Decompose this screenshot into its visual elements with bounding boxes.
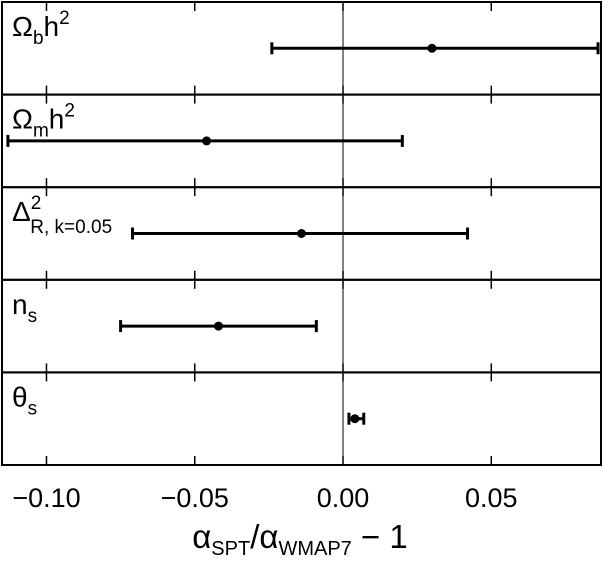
x-axis: −0.10 −0.05 0.00 0.05 (12, 483, 517, 513)
panel-label-main: Ω (12, 104, 33, 135)
data-point (350, 414, 360, 424)
panel-label-main: Ω (12, 11, 33, 42)
panel-label-sub: R, k=0.05 (30, 217, 112, 238)
panel-3: ns (1, 278, 602, 374)
data-point (427, 43, 437, 53)
panel-label: ns (12, 289, 37, 327)
x-axis-title-alpha1: α (192, 518, 211, 555)
x-tick-label: 0.00 (317, 483, 370, 513)
panel-label-tail: h (44, 11, 60, 42)
panel-label-tail: h (49, 104, 65, 135)
panel-2: Δ2 R, k=0.05 (1, 186, 602, 281)
panel-label-main: Δ (12, 196, 31, 227)
panel-label-main: n (12, 289, 28, 320)
x-axis-title-sub2: WMAP7 (278, 538, 351, 560)
x-axis-title-slash: /α (250, 518, 278, 555)
x-axis-title-sub1: SPT (211, 538, 250, 560)
x-axis-title: αSPT/αWMAP7 − 1 (192, 518, 408, 560)
panel-label-sub: s (28, 306, 38, 327)
panel-1: Ωmh2 (1, 93, 602, 189)
x-axis-title-tail: − 1 (352, 518, 408, 555)
panel-4: θs (1, 371, 602, 466)
panel-label-sup: 2 (59, 8, 70, 29)
panel-label: Ωbh2 (12, 8, 70, 49)
data-point (297, 229, 306, 238)
panel-label-sup: 2 (31, 193, 42, 214)
x-tick-label: −0.10 (12, 483, 80, 513)
x-tick-label: 0.05 (465, 483, 518, 513)
panel-label: Δ2 R, k=0.05 (12, 193, 112, 238)
data-point (202, 136, 212, 146)
panel-label-sup: 2 (64, 101, 75, 122)
panel-0: Ωbh2 (1, 1, 602, 96)
data-point (213, 321, 223, 331)
panel-label-sub: m (33, 121, 49, 142)
panel-label-sub: s (28, 398, 38, 419)
panel-label: Ωmh2 (12, 101, 75, 142)
panel-frame (1, 371, 602, 466)
panel-label-sub: b (33, 28, 44, 49)
x-tick-label: −0.05 (161, 483, 229, 513)
panel-label: θs (12, 381, 37, 419)
panel-label-main: θ (12, 381, 28, 412)
